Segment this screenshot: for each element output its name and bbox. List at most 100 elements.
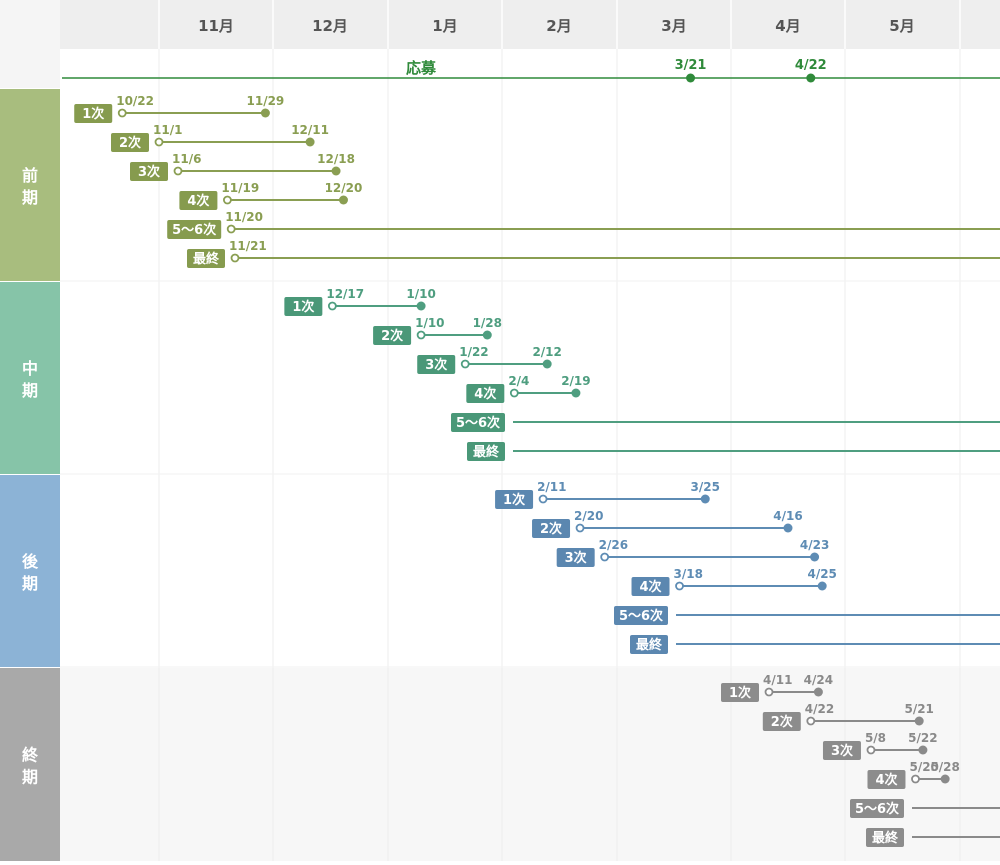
end-date-label: 12/18 xyxy=(317,152,355,166)
final-period-background xyxy=(0,668,1000,861)
phase-badge-label: 5〜6次 xyxy=(456,415,500,431)
end-marker xyxy=(338,195,348,205)
phase-badge-label: 4次 xyxy=(639,579,661,595)
section-label-shuki: 終 xyxy=(22,746,39,765)
end-date-label: 4/25 xyxy=(807,567,836,581)
phase-badge xyxy=(867,770,906,789)
phase-badge xyxy=(614,606,668,625)
phase-badge xyxy=(467,442,505,461)
phase-badge xyxy=(532,519,571,538)
phase-badge-label: 最終 xyxy=(193,251,220,267)
start-marker xyxy=(154,137,164,147)
start-marker xyxy=(575,523,585,533)
phase-badge-label: 5〜6次 xyxy=(172,222,216,238)
month-label: 4月 xyxy=(775,17,800,35)
phase-badge xyxy=(179,191,218,210)
application-start-date: 3/21 xyxy=(675,58,707,73)
end-marker xyxy=(331,166,341,176)
phase-badge xyxy=(721,683,759,702)
start-date-label: 10/22 xyxy=(116,94,154,108)
end-date-label: 1/10 xyxy=(406,287,435,301)
section-label-koki: 後 xyxy=(22,552,39,571)
start-marker xyxy=(806,716,816,726)
section-band-zenki xyxy=(0,89,60,281)
end-date-label: 2/12 xyxy=(532,345,561,359)
phase-badge xyxy=(284,297,323,316)
phase-badge-label: 2次 xyxy=(381,328,403,344)
start-date-label: 1/10 xyxy=(415,316,444,330)
application-end-date: 4/22 xyxy=(795,58,827,73)
phase-badge xyxy=(130,162,168,181)
month-header-bar xyxy=(60,0,1000,49)
start-date-label: 11/21 xyxy=(229,239,267,253)
month-label: 12月 xyxy=(312,17,348,35)
phase-badge-label: 2次 xyxy=(540,521,562,537)
phase-badge xyxy=(373,326,412,345)
phase-badge xyxy=(850,799,904,818)
start-date-label: 4/22 xyxy=(805,702,834,716)
start-marker xyxy=(327,301,337,311)
end-marker xyxy=(305,137,315,147)
start-marker xyxy=(911,774,920,784)
phase-badge xyxy=(187,249,225,268)
start-date-label: 1/22 xyxy=(459,345,488,359)
end-date-label: 4/24 xyxy=(804,673,833,687)
phase-badge-label: 3次 xyxy=(425,357,447,373)
month-label: 5月 xyxy=(889,17,914,35)
end-date-label: 5/22 xyxy=(908,731,937,745)
phase-badge-label: 3次 xyxy=(831,743,853,759)
end-marker xyxy=(416,301,426,311)
phase-badge-label: 5〜6次 xyxy=(619,608,663,624)
end-marker xyxy=(940,774,950,784)
phase-badge xyxy=(74,104,113,123)
end-marker xyxy=(810,552,820,562)
end-marker xyxy=(783,523,793,533)
phase-badge-label: 2次 xyxy=(119,135,141,151)
end-date-label: 11/29 xyxy=(247,94,285,108)
end-date-label: 2/19 xyxy=(561,374,590,388)
application-start-dot xyxy=(686,73,696,83)
start-date-label: 2/20 xyxy=(574,509,603,523)
phase-badge-label: 1次 xyxy=(292,299,314,315)
start-date-label: 11/1 xyxy=(153,123,182,137)
start-marker xyxy=(117,108,127,118)
section-label-chuki: 期 xyxy=(22,381,38,400)
section-band-shuki xyxy=(0,668,60,861)
phase-badge-label: 最終 xyxy=(872,830,899,846)
end-date-label: 1/28 xyxy=(473,316,502,330)
month-label: 11月 xyxy=(198,17,234,35)
end-marker xyxy=(260,108,270,118)
start-marker xyxy=(764,687,774,697)
end-marker xyxy=(571,388,581,398)
phase-badge-label: 4次 xyxy=(474,386,496,402)
corner-cell xyxy=(0,0,60,88)
end-date-label: 4/16 xyxy=(773,509,802,523)
start-marker xyxy=(509,388,519,398)
start-marker xyxy=(600,552,610,562)
start-marker xyxy=(460,359,470,369)
end-marker xyxy=(542,359,552,369)
phase-badge-label: 2次 xyxy=(771,714,793,730)
end-date-label: 12/20 xyxy=(325,181,363,195)
phase-badge-label: 1次 xyxy=(82,106,104,122)
phase-badge xyxy=(466,384,505,403)
start-marker xyxy=(538,494,548,504)
end-date-label: 3/25 xyxy=(691,480,720,494)
phase-badge-label: 3次 xyxy=(138,164,160,180)
phase-badge xyxy=(495,490,534,509)
start-marker xyxy=(416,330,426,340)
phase-badge xyxy=(417,355,456,374)
start-date-label: 2/11 xyxy=(537,480,566,494)
phase-badge-label: 5〜6次 xyxy=(855,801,899,817)
end-date-label: 5/28 xyxy=(930,760,959,774)
phase-badge xyxy=(451,413,505,432)
phase-badge xyxy=(631,577,670,596)
start-date-label: 5/8 xyxy=(865,731,886,745)
start-date-label: 11/6 xyxy=(172,152,201,166)
phase-badge-label: 最終 xyxy=(473,444,500,460)
start-marker xyxy=(866,745,876,755)
start-date-label: 12/17 xyxy=(326,287,364,301)
month-label: 1月 xyxy=(432,17,457,35)
phase-badge xyxy=(822,741,861,760)
